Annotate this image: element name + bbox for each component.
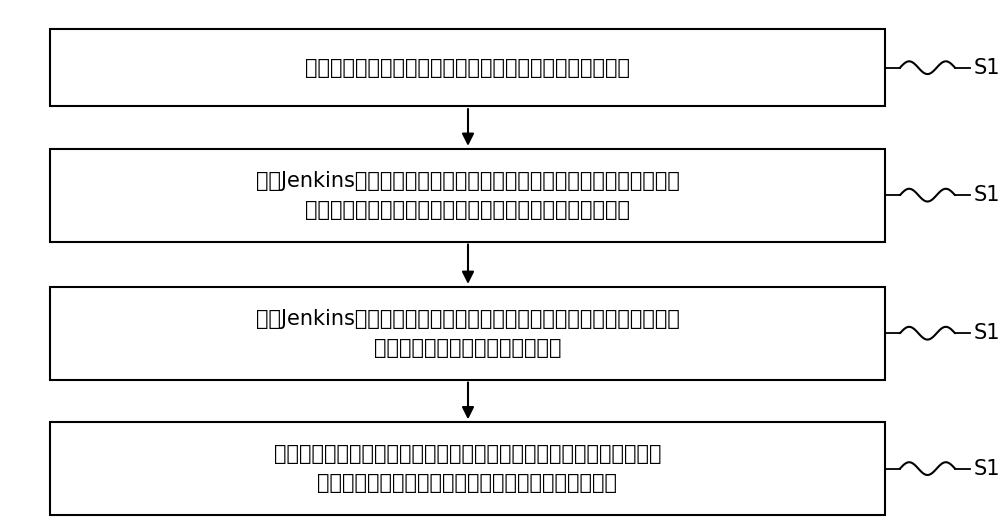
Text: S130: S130: [974, 323, 1000, 343]
Bar: [50, 287, 885, 380]
Bar: [50, 29, 885, 106]
Text: 放子任务依次配置在匹配的执行节点中，组合得到串行任务: 放子任务依次配置在匹配的执行节点中，组合得到串行任务: [305, 200, 630, 220]
Text: S110: S110: [974, 58, 1000, 78]
Text: 日志集中的各交易日志顺序执行日志拆分以及回放处理: 日志集中的各交易日志顺序执行日志拆分以及回放处理: [317, 473, 618, 493]
Text: S140: S140: [974, 459, 1000, 478]
Text: 将所述串行任务与交易日志集关联，并触发执行所述串行任务，对交易: 将所述串行任务与交易日志集关联，并触发执行所述串行任务，对交易: [274, 444, 661, 464]
Bar: [50, 149, 885, 242]
Bar: [50, 422, 885, 515]
Text: 获取日志拆分子任务，日志分发子任务以及日志回放子任务: 获取日志拆分子任务，日志分发子任务以及日志回放子任务: [305, 58, 630, 78]
Text: 通过Jenkins工具，将所述日志拆分子任务，日志分发子任务以及日志回: 通过Jenkins工具，将所述日志拆分子任务，日志分发子任务以及日志回: [256, 170, 679, 191]
Text: S120: S120: [974, 185, 1000, 205]
Text: 通过Jenkins工具，配置与所述日志拆分子任务，日志分发子任务以及日: 通过Jenkins工具，配置与所述日志拆分子任务，日志分发子任务以及日: [256, 309, 679, 329]
Text: 志回放子任务分别对应的执行参数: 志回放子任务分别对应的执行参数: [374, 338, 561, 358]
